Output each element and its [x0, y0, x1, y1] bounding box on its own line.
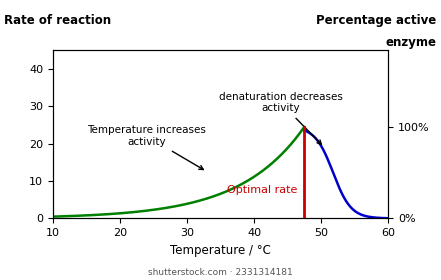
Text: Temperature increases
activity: Temperature increases activity [87, 125, 206, 169]
Text: Optimal rate: Optimal rate [227, 185, 298, 195]
Text: shutterstock.com · 2331314181: shutterstock.com · 2331314181 [148, 268, 293, 277]
Text: enzyme: enzyme [385, 36, 437, 49]
X-axis label: Temperature / °C: Temperature / °C [170, 244, 271, 257]
Text: Percentage active: Percentage active [316, 14, 437, 27]
Text: denaturation decreases
activity: denaturation decreases activity [219, 92, 343, 144]
Text: Rate of reaction: Rate of reaction [4, 14, 112, 27]
